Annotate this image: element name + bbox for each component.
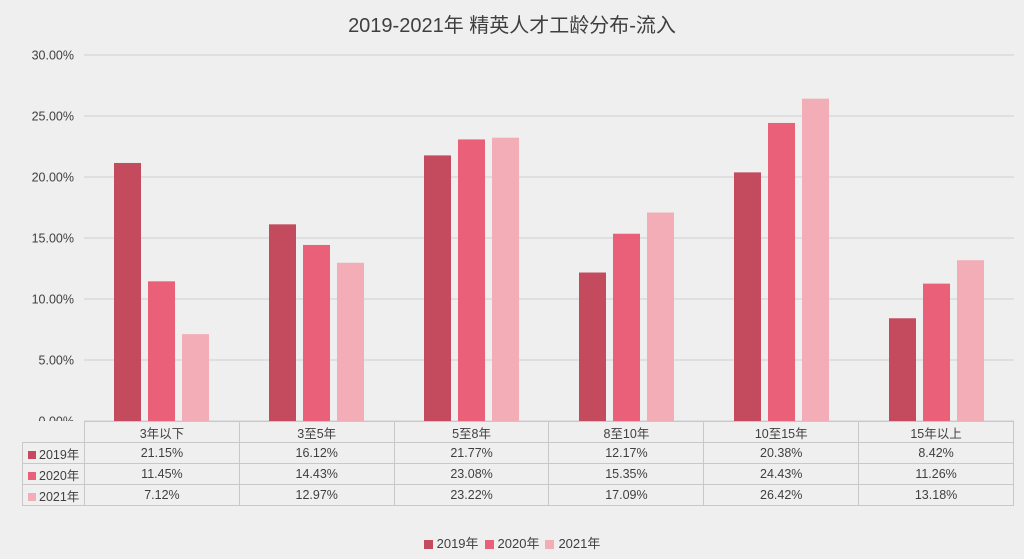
bar-1-2 bbox=[269, 224, 296, 421]
legend-swatch bbox=[484, 540, 494, 549]
legend-label: 2020年 bbox=[497, 536, 540, 551]
bar-3-2 bbox=[337, 262, 364, 421]
y-tick-label: 10.00% bbox=[32, 293, 74, 307]
x-tick-label: 3至5年 bbox=[238, 421, 395, 443]
data-table: 3年以下 3至5年 5至8年 8至10年 10至15年 15年以上 2019年 21.15% 1… bbox=[22, 421, 1014, 506]
series-swatch bbox=[28, 492, 36, 501]
y-tick-label: 15.00% bbox=[32, 232, 74, 246]
data-label: 14.43% bbox=[238, 463, 395, 485]
table-category-row: 3年以下 3至5年 5至8年 8至10年 10至15年 15年以上 bbox=[22, 421, 1014, 443]
bar-2-4 bbox=[613, 233, 640, 421]
data-label: 20.38% bbox=[703, 442, 860, 464]
y-tick-label: 30.00% bbox=[32, 49, 74, 63]
data-label: 11.45% bbox=[84, 463, 240, 485]
bar-1-6 bbox=[889, 318, 916, 421]
bar-3-3 bbox=[492, 137, 519, 421]
legend-swatch bbox=[423, 540, 433, 549]
bar-1-3 bbox=[424, 155, 451, 421]
legend-item: 2019年 bbox=[423, 533, 479, 552]
x-tick-label: 10至15年 bbox=[703, 421, 860, 443]
data-label: 16.12% bbox=[238, 442, 395, 464]
bar-1-4 bbox=[579, 272, 606, 421]
chart-title: 2019-2021年 精英人才工龄分布-流入 bbox=[348, 15, 676, 37]
series-key: 2021年 bbox=[22, 484, 85, 506]
data-label: 13.18% bbox=[858, 484, 1014, 506]
series-swatch bbox=[28, 471, 36, 480]
bar-3-6 bbox=[957, 260, 984, 421]
bar-2-3 bbox=[458, 139, 485, 421]
legend-label: 2019年 bbox=[436, 536, 479, 551]
series-key: 2020年 bbox=[22, 463, 85, 485]
x-tick-label: 8至10年 bbox=[548, 421, 705, 443]
x-tick-label: 15年以上 bbox=[858, 421, 1014, 443]
chart-plot: 0.00% 5.00% 10.00% 15.00% 20.00% 25.00% 30.00% bbox=[32, 49, 1014, 422]
data-label: 26.42% bbox=[703, 484, 860, 506]
data-label: 7.12% bbox=[84, 484, 240, 506]
legend-swatch bbox=[545, 540, 555, 549]
bar-2-2 bbox=[303, 244, 330, 421]
bar-3-4 bbox=[647, 212, 674, 421]
legend-label: 2021年 bbox=[558, 536, 601, 551]
data-label: 21.77% bbox=[393, 442, 550, 464]
series-name: 2019年 bbox=[39, 447, 80, 462]
legend: 2019年 2020年 2021年 bbox=[0, 533, 1024, 552]
series-name: 2021年 bbox=[39, 489, 80, 504]
x-tick-label: 5至8年 bbox=[393, 421, 550, 443]
series-name: 2020年 bbox=[39, 468, 80, 483]
series-key: 2019年 bbox=[22, 442, 85, 464]
y-tick-label: 25.00% bbox=[32, 110, 74, 124]
table-row: 2021年 7.12% 12.97% 23.22% 17.09% 26.42% 13.18% bbox=[22, 484, 1014, 506]
y-tick-label: 0.00% bbox=[39, 415, 74, 422]
legend-item: 2020年 bbox=[484, 533, 540, 552]
x-tick-label: 3年以下 bbox=[84, 421, 240, 443]
table-corner bbox=[22, 421, 85, 443]
data-label: 8.42% bbox=[858, 442, 1014, 464]
bar-1-5 bbox=[734, 172, 761, 421]
data-label: 17.09% bbox=[548, 484, 705, 506]
table-row: 2019年 21.15% 16.12% 21.77% 12.17% 20.38% 8.42% bbox=[22, 442, 1014, 464]
bar-2-6 bbox=[923, 283, 950, 421]
data-label: 12.17% bbox=[548, 442, 705, 464]
bar-3-5 bbox=[802, 98, 829, 421]
data-label: 12.97% bbox=[238, 484, 395, 506]
data-label: 24.43% bbox=[703, 463, 860, 485]
data-label: 15.35% bbox=[548, 463, 705, 485]
bar-2-1 bbox=[148, 281, 175, 421]
data-label: 21.15% bbox=[84, 442, 240, 464]
table-row: 2020年 11.45% 14.43% 23.08% 15.35% 24.43% 11.26… bbox=[22, 463, 1014, 485]
legend-item: 2021年 bbox=[545, 533, 600, 552]
bar-1-1 bbox=[114, 162, 141, 421]
data-label: 23.08% bbox=[393, 463, 550, 485]
y-tick-label: 5.00% bbox=[39, 354, 74, 368]
data-label: 23.22% bbox=[393, 484, 550, 506]
series-swatch bbox=[28, 450, 36, 459]
bar-3-1 bbox=[182, 334, 209, 421]
bar-2-5 bbox=[768, 122, 795, 421]
data-label: 11.26% bbox=[858, 463, 1014, 485]
y-tick-label: 20.00% bbox=[32, 171, 74, 185]
